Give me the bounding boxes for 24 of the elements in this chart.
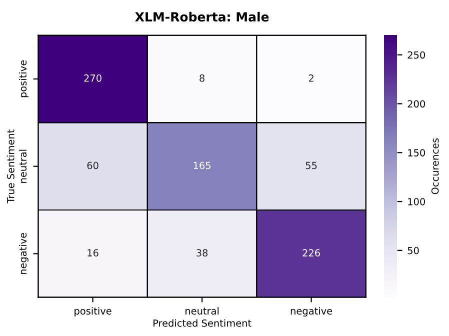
data-label: 165 — [194, 162, 210, 170]
chart-title: XLM-Roberta: Male — [135, 12, 269, 22]
color-bar-label: 200 — [408, 100, 425, 108]
x-axis-title: Predicted Sentiment — [154, 319, 252, 327]
data-label: 55 — [306, 162, 317, 170]
x-tick-label: neutral — [186, 307, 219, 315]
data-label: 8 — [200, 74, 204, 82]
color-bar-label: 150 — [408, 149, 425, 156]
color-bar-label: 50 — [408, 246, 419, 254]
data-label: 38 — [196, 249, 208, 256]
y-tick-label: positive — [19, 60, 28, 98]
data-label: 16 — [88, 249, 98, 256]
y-tick-label: neutral — [19, 150, 27, 183]
data-label: 2 — [308, 74, 314, 82]
data-label: 60 — [87, 162, 98, 170]
y-axis-title: True Sentiment — [6, 130, 14, 204]
color-bar-label: 250 — [408, 51, 425, 59]
data-label: 270 — [84, 74, 102, 82]
x-tick-label: negative — [290, 307, 332, 316]
y-tick-label: negative — [19, 232, 28, 274]
data-label: 226 — [302, 249, 320, 256]
color-bar-title: Occurences — [431, 138, 439, 194]
x-tick-label: positive — [74, 307, 112, 316]
color-bar-label: 100 — [408, 198, 425, 206]
